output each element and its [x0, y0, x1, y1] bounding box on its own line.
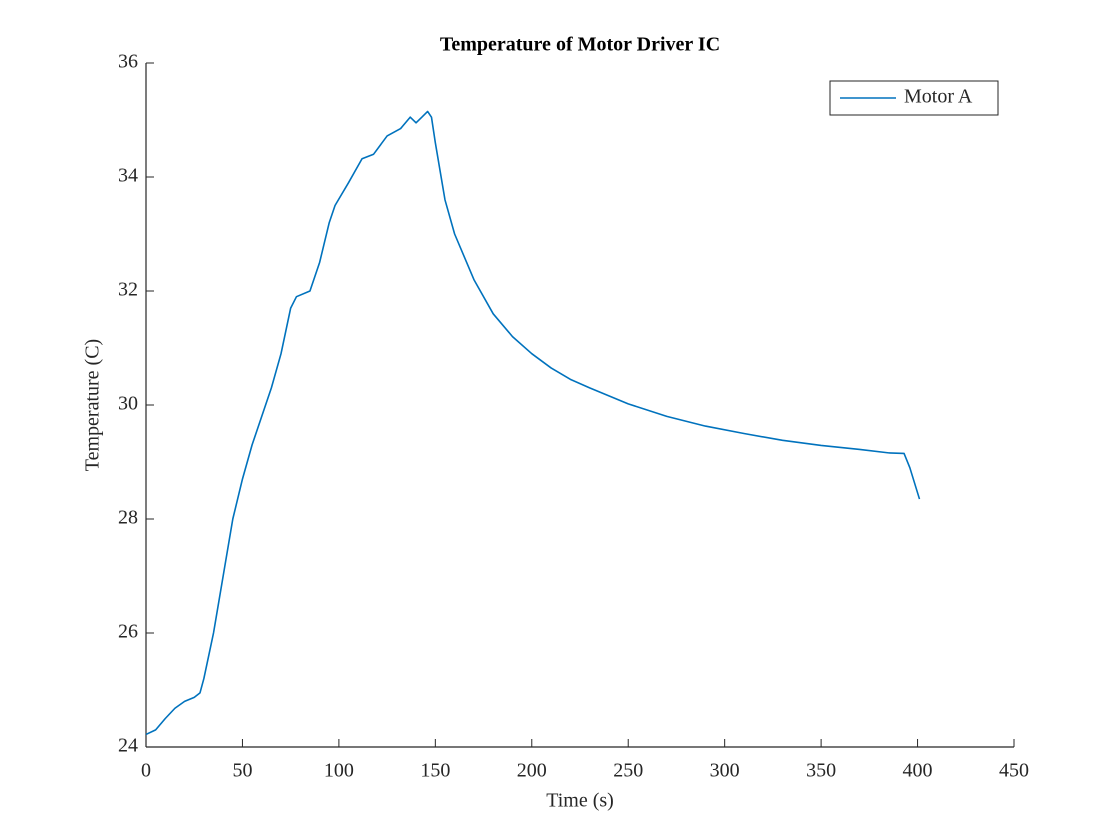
x-tick-label: 200 [517, 760, 547, 782]
y-tick-label: 36 [118, 51, 138, 73]
x-tick-label: 300 [710, 760, 740, 782]
x-tick-label: 450 [999, 760, 1029, 782]
y-tick-label: 24 [118, 735, 138, 757]
x-tick-label: 350 [806, 760, 836, 782]
y-tick-label: 32 [118, 279, 138, 301]
x-tick-label: 150 [420, 760, 450, 782]
x-tick-label: 250 [613, 760, 643, 782]
y-tick-label: 26 [118, 621, 138, 643]
x-tick-label: 400 [903, 760, 933, 782]
x-axis-label: Time (s) [546, 790, 614, 812]
y-tick-label: 30 [118, 393, 138, 415]
x-tick-label: 100 [324, 760, 354, 782]
legend-label: Motor A [904, 86, 973, 108]
chart-title: Temperature of Motor Driver IC [440, 34, 720, 56]
data-line [145, 110, 921, 736]
y-tick-label: 28 [118, 507, 138, 529]
x-tick-label: 0 [141, 760, 151, 782]
y-tick-label: 34 [118, 165, 138, 187]
x-tick-label: 50 [232, 760, 252, 782]
y-axis-label: Temperature (C) [82, 339, 104, 471]
